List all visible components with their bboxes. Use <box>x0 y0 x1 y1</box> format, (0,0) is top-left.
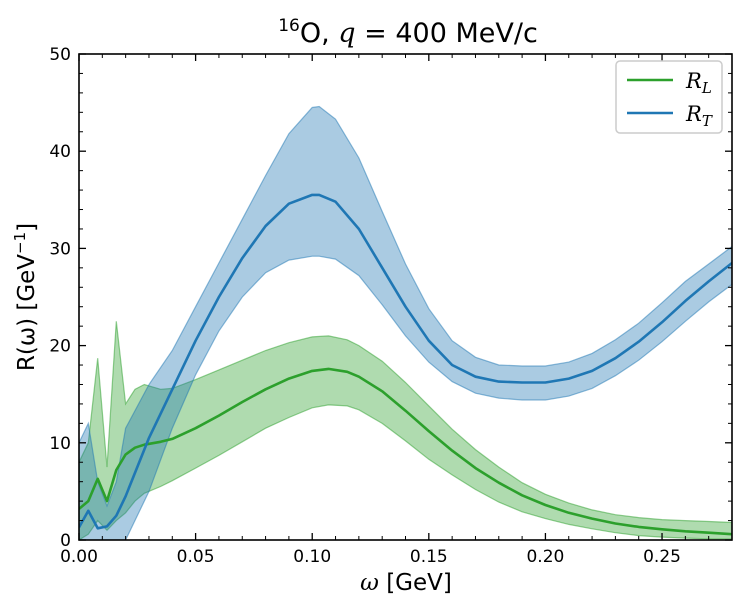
series-line-rl <box>79 367 732 536</box>
legend-label-rl: RL <box>685 69 712 97</box>
chart-title: 16O, q = 400 MeV/c <box>278 16 538 49</box>
x-tick-label: 0.05 <box>177 547 215 567</box>
y-axis-text: R(ω) [GeV <box>14 254 40 371</box>
series-line-rt <box>79 193 732 530</box>
x-tick-label: 0.15 <box>410 547 448 567</box>
title-rest: = 400 MeV/c <box>356 18 538 49</box>
y-axis-superscript: −1 <box>11 232 29 254</box>
y-tick-label: 30 <box>49 239 71 259</box>
legend-label-rl-name: R <box>685 69 702 93</box>
band-rl <box>79 321 732 540</box>
y-tick-label: 20 <box>49 337 71 357</box>
bands-layer <box>79 105 732 540</box>
title-nucleus: O, <box>300 18 338 49</box>
x-tick-label: 0.10 <box>293 547 331 567</box>
x-tick-label: 0.20 <box>526 547 564 567</box>
lines-layer <box>79 193 732 536</box>
title-superscript: 16 <box>278 16 300 36</box>
y-axis-label: R(ω) [GeV−1] <box>11 223 40 371</box>
x-axis-label: ω [GeV] <box>360 570 452 596</box>
x-axis: 0.00 0.05 0.10 0.15 0.20 0.25 <box>60 54 710 567</box>
y-tick-label: 0 <box>60 531 71 551</box>
legend: RL RT <box>615 60 723 134</box>
y-axis: 0 10 20 30 40 50 <box>49 45 732 551</box>
x-axis-variable: ω <box>360 570 379 596</box>
title-variable: q <box>338 18 355 49</box>
y-tick-label: 10 <box>49 434 71 454</box>
y-tick-label: 40 <box>49 142 71 162</box>
x-tick-label: 0.00 <box>60 547 98 567</box>
legend-label-rt: RT <box>685 102 713 130</box>
legend-label-rl-sub: L <box>701 79 712 97</box>
x-axis-unit: [GeV] <box>379 570 452 596</box>
y-axis-close: ] <box>14 223 40 232</box>
band-rt <box>79 105 732 540</box>
y-tick-label: 50 <box>49 45 71 65</box>
x-tick-label: 0.25 <box>643 547 681 567</box>
legend-label-rt-sub: T <box>702 112 713 130</box>
legend-label-rt-name: R <box>685 102 702 126</box>
